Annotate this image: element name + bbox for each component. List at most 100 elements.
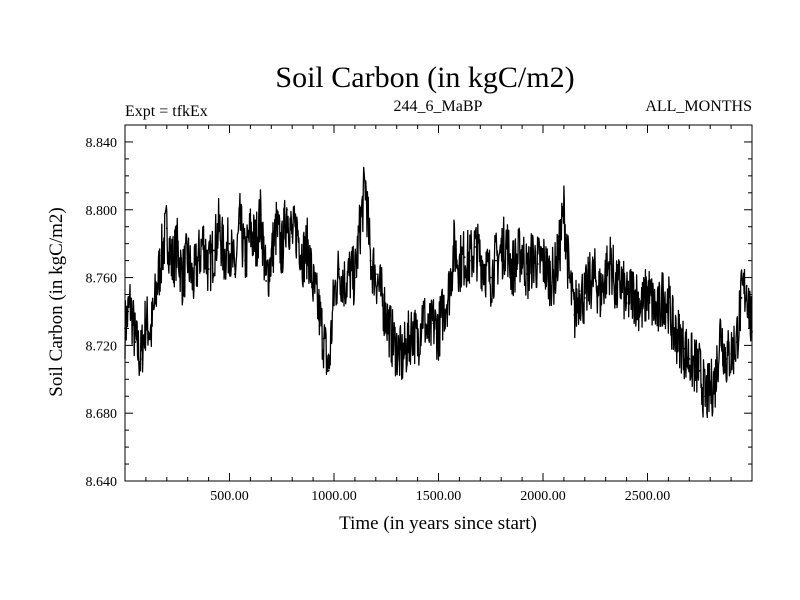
series-point [531, 256, 534, 259]
series-point [244, 259, 247, 262]
series-point [390, 336, 393, 338]
series-point [317, 307, 320, 309]
series-point [704, 395, 706, 398]
series-point [306, 246, 309, 248]
series-point [124, 327, 126, 330]
series-point [484, 266, 487, 269]
series-point [714, 378, 717, 381]
series-point [270, 256, 273, 259]
series-point [374, 273, 377, 276]
series-point [369, 259, 372, 262]
series-point [667, 302, 670, 304]
series-point [286, 208, 288, 211]
series-point [338, 268, 341, 270]
series-point [672, 330, 675, 333]
series-point [474, 246, 476, 248]
series-point [724, 358, 727, 360]
series-point [139, 358, 142, 360]
series-point [406, 344, 409, 347]
series-point [557, 254, 560, 257]
x-tick-label: 2500.00 [625, 489, 671, 504]
series-point [134, 341, 137, 343]
series-point [599, 293, 602, 296]
series-point [380, 293, 382, 296]
series-point [453, 246, 456, 248]
series-point [468, 259, 471, 262]
series-point [495, 259, 497, 262]
series-point [385, 313, 388, 316]
series-point [740, 297, 743, 299]
series-point [296, 229, 299, 232]
series-point [751, 330, 753, 333]
series-point [479, 256, 482, 259]
series-point [327, 369, 330, 372]
y-tick-label: 8.760 [86, 272, 118, 287]
series-point [662, 293, 665, 296]
x-tick-label: 2000.00 [520, 489, 566, 504]
series-point [348, 273, 351, 276]
series-point [594, 276, 597, 279]
chart-title: Soil Carbon (in kgC/m2) [275, 61, 574, 94]
series-point [354, 276, 356, 279]
series-point [197, 259, 200, 262]
series-point [160, 254, 163, 257]
y-tick-label: 8.680 [86, 407, 118, 422]
series-point [547, 273, 550, 276]
series-point [521, 249, 523, 252]
series-point [427, 336, 429, 338]
series-point [442, 307, 445, 309]
series-point [259, 213, 262, 216]
series-point [552, 276, 555, 279]
series-point [636, 297, 638, 299]
months-label: ALL_MONTHS [645, 98, 752, 115]
x-axis-label: Time (in years since start) [339, 513, 537, 534]
series-point [312, 285, 314, 287]
series-point [563, 208, 565, 211]
series-point [150, 330, 153, 333]
series-point [641, 307, 644, 309]
y-axis-label: Soil Carbon (in kgC/m2) [46, 207, 67, 396]
series-point [630, 290, 633, 293]
series-point [573, 313, 576, 316]
series-layer [124, 166, 753, 419]
series-point [615, 290, 618, 293]
series-point [254, 242, 257, 245]
series-point [212, 249, 215, 252]
series-point [625, 302, 628, 304]
experiment-label: Expt = tfkEx [125, 103, 208, 120]
series-point [192, 281, 194, 284]
series-point [239, 222, 241, 225]
series-point [526, 273, 529, 276]
series-point [698, 369, 701, 372]
series-point [165, 227, 168, 230]
series-point [223, 256, 226, 259]
series-point [604, 273, 607, 276]
x-tick-label: 1500.00 [416, 489, 462, 504]
series-point [568, 276, 571, 279]
x-axis-ticks: 500.00 1000.00 1500.00 2000.00 2500.00 [145, 125, 732, 504]
series-point [735, 341, 738, 343]
series-point [500, 251, 503, 254]
series-point [202, 239, 205, 242]
series-point [719, 327, 722, 330]
series-point [583, 297, 586, 299]
series-point [364, 181, 367, 184]
series-point [218, 225, 220, 228]
series-point [589, 280, 591, 282]
series-point [709, 390, 712, 393]
series-point [176, 246, 179, 248]
series-point [228, 242, 231, 245]
y-axis-ticks: 8.640 8.680 8.720 8.760 8.800 8.840 [86, 136, 752, 490]
series-point [145, 319, 147, 321]
y-tick-label: 8.640 [86, 475, 118, 490]
y-tick-label: 8.800 [86, 204, 118, 219]
series-point [333, 293, 335, 296]
series-point [677, 336, 680, 338]
series-point [186, 256, 189, 259]
series-point [646, 290, 649, 293]
series-point [129, 302, 132, 304]
series-point [730, 352, 732, 355]
series-point [359, 225, 362, 228]
series-point [745, 285, 748, 287]
x-tick-label: 1000.00 [311, 489, 357, 504]
